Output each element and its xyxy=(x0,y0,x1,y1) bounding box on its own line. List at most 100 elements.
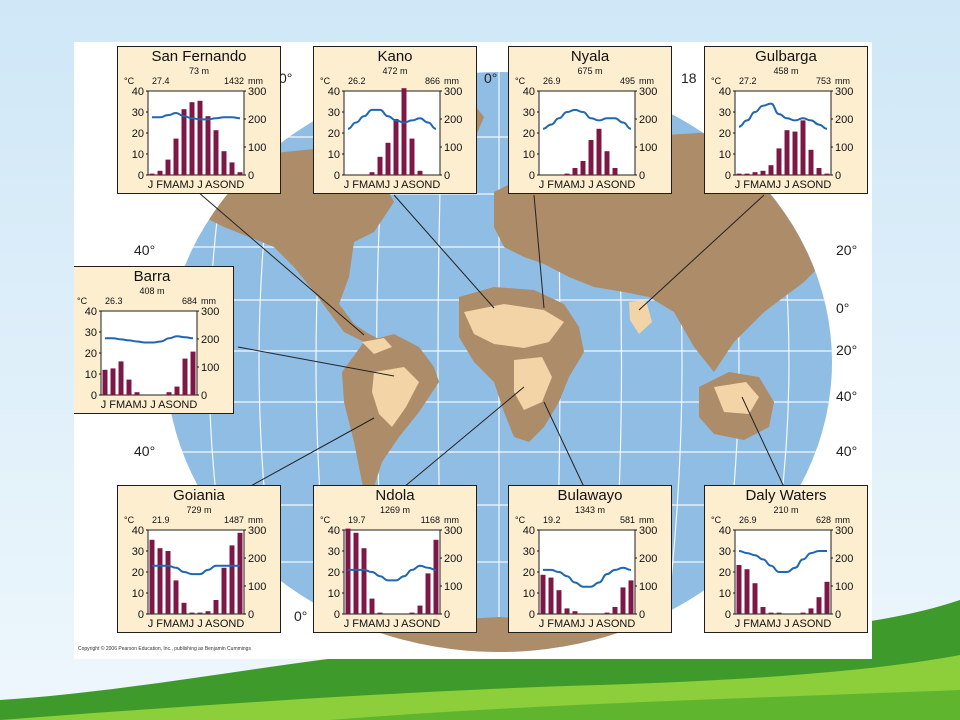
precip-tick-label: 200 xyxy=(248,114,266,126)
grass-wave-mid xyxy=(330,690,960,720)
precip-bar xyxy=(752,583,758,614)
temp-line xyxy=(542,566,632,588)
precip-bar xyxy=(572,611,578,614)
temp-tick-label: 10 xyxy=(523,149,535,161)
precip-bar xyxy=(353,532,359,614)
precip-tick-label: 0 xyxy=(835,609,841,621)
month-labels: J FMAMJ J ASOND xyxy=(539,618,636,630)
precip-bar xyxy=(190,351,196,395)
temp-tick-label: 40 xyxy=(85,306,97,318)
month-labels: J FMAMJ J ASOND xyxy=(148,618,245,630)
precip-bar xyxy=(800,612,806,614)
precip-bar xyxy=(604,151,610,175)
precip-tick-label: 300 xyxy=(639,525,657,537)
temp-tick-label: 30 xyxy=(85,327,97,339)
precip-bar xyxy=(166,392,172,395)
temp-tick-label: 30 xyxy=(132,107,144,119)
temp-tick-label: 20 xyxy=(523,128,535,140)
plot-area xyxy=(343,529,441,615)
precip-tick-label: 200 xyxy=(248,553,266,565)
copyright-note: Copyright © 2006 Pearson Education, Inc.… xyxy=(78,646,251,652)
precip-bar xyxy=(157,548,163,614)
precip-tick-label: 100 xyxy=(444,581,462,593)
lat-label: 40° xyxy=(836,443,858,459)
precip-bar xyxy=(197,612,203,614)
precip-tick-label: 0 xyxy=(248,170,254,182)
temp-tick-label: 40 xyxy=(132,525,144,537)
precip-bar xyxy=(548,577,554,614)
precip-bar xyxy=(572,168,578,175)
precip-tick-label: 100 xyxy=(444,142,462,154)
temp-tick-label: 20 xyxy=(719,567,731,579)
precip-bar xyxy=(393,119,399,175)
station-name: San Fernando xyxy=(151,48,247,65)
leader-lines xyxy=(197,191,785,488)
month-labels: J FMAMJ J ASOND xyxy=(539,179,636,191)
precip-bar xyxy=(752,172,758,175)
annual-precip: 1168 xyxy=(420,515,440,525)
precip-tick-label: 100 xyxy=(835,142,853,154)
precip-tick-label: 0 xyxy=(444,609,450,621)
temp-tick-label: 0 xyxy=(91,390,97,402)
temp-tick-label: 10 xyxy=(132,149,144,161)
temp-line xyxy=(542,108,632,130)
precip-bar xyxy=(205,611,211,614)
precip-bar xyxy=(181,109,187,175)
mean-temp: 21.9 xyxy=(152,515,170,525)
annual-precip: 753 xyxy=(815,76,831,86)
precip-bar xyxy=(189,612,195,614)
temp-tick-label: 0 xyxy=(529,609,535,621)
annual-precip: 866 xyxy=(424,76,440,86)
climograph-gulbarga: Gulbarga 458 m °C 27.2 753 mm 40 30 20 10 0 300 200 1… xyxy=(704,46,868,194)
precip-tick-label: 300 xyxy=(444,525,462,537)
precip-bar xyxy=(237,172,243,175)
temp-tick-label: 10 xyxy=(719,149,731,161)
precip-tick-label: 200 xyxy=(835,114,853,126)
precip-tick-label: 0 xyxy=(639,609,645,621)
month-labels: J FMAMJ J ASOND xyxy=(735,618,832,630)
temp-line xyxy=(105,335,194,344)
station-elevation: 472 m xyxy=(382,66,408,76)
temp-tick-label: 10 xyxy=(523,588,535,600)
precip-tick-label: 0 xyxy=(248,609,254,621)
precip-bar xyxy=(361,174,367,175)
precip-bar xyxy=(385,142,391,175)
precip-bar xyxy=(377,612,383,614)
precip-tick-label: 200 xyxy=(201,334,219,346)
annual-precip: 1487 xyxy=(223,515,244,525)
station-name: Nyala xyxy=(570,48,610,65)
temp-tick-label: 10 xyxy=(719,588,731,600)
precip-bar xyxy=(736,565,742,614)
precip-unit: mm xyxy=(835,76,850,86)
precip-unit: mm xyxy=(248,515,263,525)
precip-bar xyxy=(417,605,423,614)
temp-unit: °C xyxy=(515,515,526,525)
station-elevation: 1269 m xyxy=(379,505,411,515)
precip-tick-label: 300 xyxy=(248,86,266,98)
annual-precip: 581 xyxy=(619,515,635,525)
lon-label: 0° xyxy=(484,70,498,86)
station-elevation: 1343 m xyxy=(574,505,606,515)
lat-label: 20° xyxy=(836,342,858,358)
precip-bar xyxy=(174,386,180,395)
mean-temp: 26.2 xyxy=(348,76,366,86)
precip-bar xyxy=(792,131,798,175)
precip-bar xyxy=(102,369,108,395)
precip-bar xyxy=(229,545,235,614)
station-name: Ndola xyxy=(375,487,415,504)
precip-bar xyxy=(417,170,423,175)
climograph-nyala: Nyala 675 m °C 26.9 495 mm 40 30 20 10 0 300 200 100 0… xyxy=(508,46,672,194)
month-labels: J FMAMJ J ASOND xyxy=(148,179,245,191)
precip-bar xyxy=(149,173,155,175)
precip-bar xyxy=(157,170,163,175)
station-elevation: 210 m xyxy=(773,505,799,515)
climograph-san-fernando: San Fernando 73 m °C 27.4 1432 mm 40 30 20 10 0 300… xyxy=(117,46,281,194)
precip-unit: mm xyxy=(201,296,216,306)
precip-bar xyxy=(149,539,155,614)
plot-area xyxy=(100,310,198,396)
annual-precip: 495 xyxy=(619,76,635,86)
